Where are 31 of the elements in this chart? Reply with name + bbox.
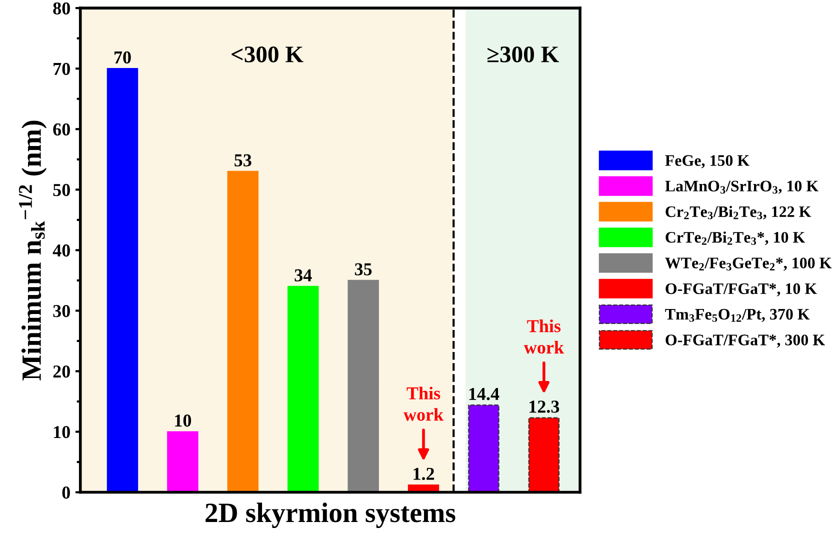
data-label: 12.3 — [530, 400, 560, 413]
annotation: This work — [524, 320, 564, 354]
y-tick-label: 60 — [53, 123, 70, 136]
x-axis-title: 2D skyrmion systems — [206, 502, 456, 528]
annotation: ≥300 K — [488, 46, 559, 62]
y-axis-title: Minimum n$_{sk}$$^{−1/2}$ (nm) — [18, 120, 47, 380]
y-tick-label: 70 — [54, 62, 70, 76]
y-tick-label: 80 — [53, 2, 70, 15]
y-tick-label: 20 — [53, 365, 70, 378]
legend-label: WTe$_{2}$/Fe$_{3}$GeTe$_{2}$*, 100 K — [665, 258, 832, 271]
legend-label: O-FGaT/FGaT*, 10 K — [666, 283, 817, 296]
annotation: This work — [404, 386, 444, 421]
data-label: 70 — [114, 51, 131, 64]
data-label: 10 — [175, 414, 192, 427]
y-tick-label: 40 — [52, 244, 70, 257]
data-label: 34 — [294, 269, 312, 282]
annotation: <300 K — [232, 46, 304, 62]
y-tick-label: 0 — [62, 486, 70, 499]
legend-label: O-FGaT/FGaT*, 300 K — [666, 334, 825, 348]
y-tick-label: 10 — [54, 426, 70, 438]
data-label: 1.2 — [414, 468, 434, 480]
data-label: 35 — [354, 263, 372, 276]
y-tick-label: 30 — [53, 304, 70, 318]
data-label: 14.4 — [469, 388, 500, 400]
legend-label: Tm$_{3}$Fe$_{5}$O$_{12}$/Pt, 370 K — [665, 308, 810, 322]
y-tick-label: 50 — [53, 184, 70, 196]
legend-label: CrTe$_{2}$/Bi$_{2}$Te$_{3}$*, 10 K — [666, 231, 806, 246]
data-label: 53 — [234, 154, 252, 166]
text: Cr$_{2}$Te$_{3}$/Bi$_{2}$Te$_{3}$, 122 K — [666, 206, 812, 220]
legend-label: FeGe, 150 K — [665, 155, 750, 168]
legend-label: LaMnO$_{3}$/SrIrO$_{3}$, 10 K — [665, 180, 818, 194]
